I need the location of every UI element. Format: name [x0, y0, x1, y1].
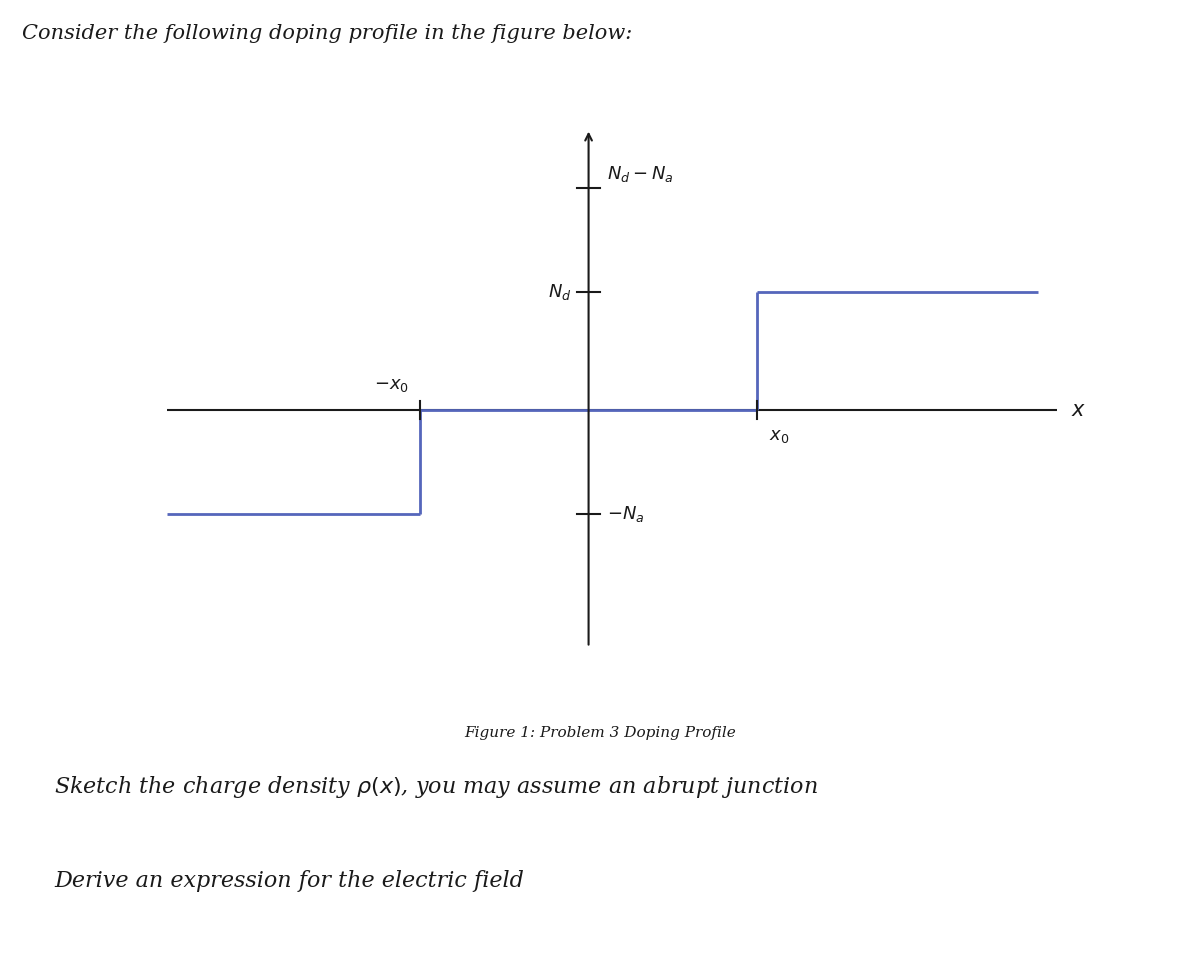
Text: $x$: $x$ [1072, 401, 1086, 420]
Text: $- N_a$: $- N_a$ [607, 505, 644, 524]
Text: Sketch the charge density $\rho(x)$, you may assume an abrupt junction: Sketch the charge density $\rho(x)$, you… [54, 774, 818, 800]
Text: $N_d - N_a$: $N_d - N_a$ [607, 164, 673, 185]
Text: Derive an expression for the electric field: Derive an expression for the electric fi… [54, 870, 524, 892]
Text: $N_d$: $N_d$ [548, 282, 571, 302]
Text: Consider the following doping profile in the figure below:: Consider the following doping profile in… [22, 24, 632, 43]
Text: Figure 1: Problem 3 Doping Profile: Figure 1: Problem 3 Doping Profile [464, 726, 736, 740]
Text: $x_0$: $x_0$ [768, 427, 788, 445]
Text: $-x_0$: $-x_0$ [373, 376, 409, 394]
